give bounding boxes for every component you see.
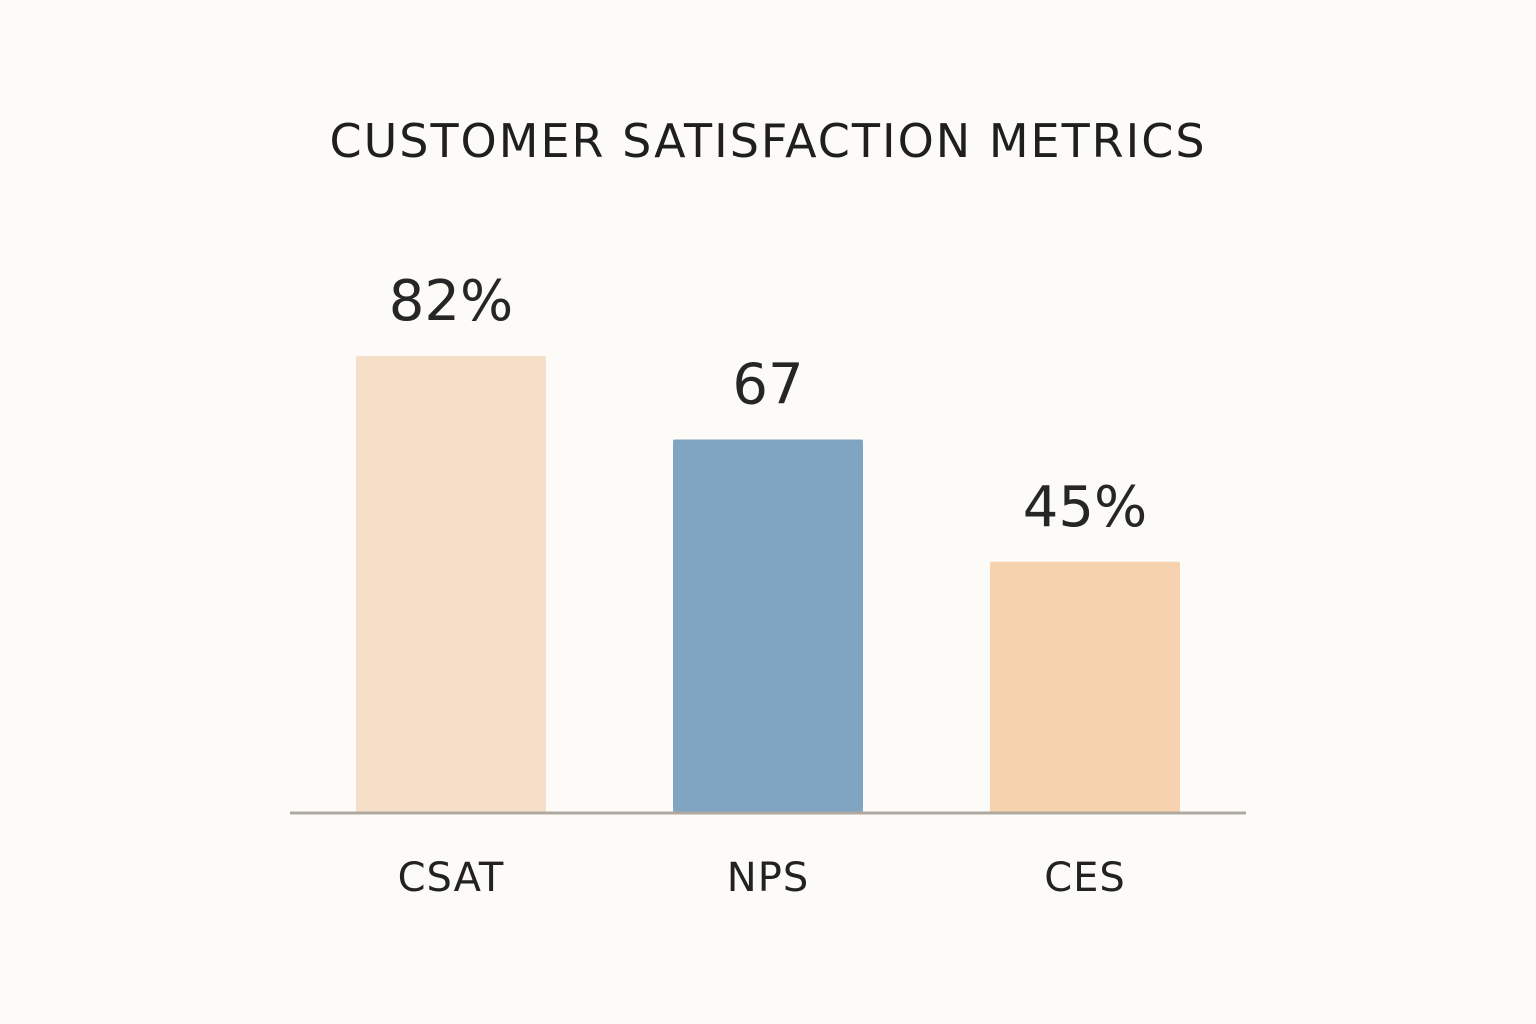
bar-ces [990, 561, 1180, 812]
value-label-ces: 45% [1023, 475, 1147, 540]
value-label-csat: 82% [389, 269, 513, 334]
category-label-csat: CSAT [398, 855, 505, 901]
value-label-nps: 67 [732, 352, 803, 417]
chart-title: CUSTOMER SATISFACTION METRICS [329, 114, 1206, 168]
bar-csat [356, 356, 546, 812]
category-label-nps: NPS [727, 855, 809, 901]
category-label-ces: CES [1044, 855, 1126, 901]
bar-nps [673, 439, 863, 812]
